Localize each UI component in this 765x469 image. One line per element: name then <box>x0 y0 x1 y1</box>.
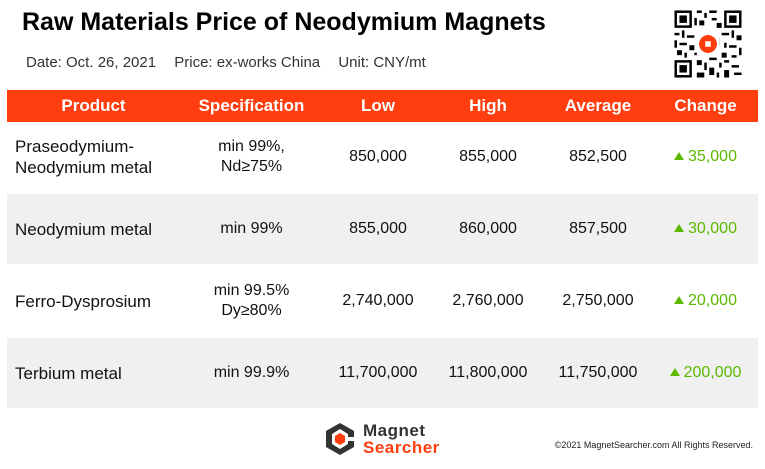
magnet-searcher-logo-icon <box>326 423 355 455</box>
brand-name-line2: Searcher <box>363 438 440 457</box>
change-cell: 200,000 <box>653 337 758 410</box>
change-value: 30,000 <box>688 220 737 237</box>
triangle-up-icon <box>674 152 685 160</box>
product-name-line2: Neodymium metal <box>15 158 152 177</box>
average-price-cell: 852,500 <box>543 122 653 194</box>
product-cell: Neodymium metal <box>7 193 180 266</box>
price-basis: Price: ex-works China <box>174 54 321 71</box>
average-price-cell: 857,500 <box>543 193 653 266</box>
high-price-cell: 2,760,000 <box>433 265 543 338</box>
column-header-specification: Specification <box>180 90 323 122</box>
brand-logo: Magnet Searcher <box>323 422 440 456</box>
spec-cell: min 99.5% Dy≥80% <box>180 265 323 338</box>
spec-line2: Nd≥75% <box>220 158 283 175</box>
product-cell: Praseodymium- Neodymium metal <box>7 122 180 194</box>
triangle-up-icon <box>674 296 685 304</box>
spec-cell: min 99% <box>180 193 323 266</box>
price-unit: Unit: CNY/mt <box>338 54 426 71</box>
price-table: Product Specification Low High Average C… <box>7 90 758 410</box>
change-cell: 35,000 <box>653 122 758 194</box>
spec-line2: Dy≥80% <box>221 302 282 319</box>
copyright-notice: ©2021 MagnetSearcher.com All Rights Rese… <box>554 440 753 450</box>
report-meta: Date: Oct. 26, 2021 Price: ex-works Chin… <box>26 54 440 71</box>
spec-line1: min 99.5% <box>213 282 290 299</box>
product-cell: Terbium metal <box>7 337 180 410</box>
change-cell: 20,000 <box>653 265 758 338</box>
spec-cell: min 99.9% <box>180 337 323 410</box>
product-name-line1: Praseodymium- <box>15 137 135 156</box>
column-header-change: Change <box>653 90 758 122</box>
triangle-up-icon <box>674 224 685 232</box>
spec-line1: min 99%, <box>218 138 285 155</box>
brand-wordmark: Magnet Searcher <box>363 422 440 456</box>
product-cell: Ferro-Dysprosium <box>7 265 180 338</box>
column-header-average: Average <box>543 90 653 122</box>
low-price-cell: 850,000 <box>323 122 433 194</box>
table-row: Praseodymium- Neodymium metal min 99%, Nd≥… <box>7 122 758 194</box>
table-row: Ferro-Dysprosium min 99.5% Dy≥80% 2,740,0… <box>7 265 758 338</box>
spec-cell: min 99%, Nd≥75% <box>180 122 323 194</box>
high-price-cell: 855,000 <box>433 122 543 194</box>
qr-code-icon <box>672 8 744 80</box>
change-value: 35,000 <box>688 148 737 165</box>
page-title: Raw Materials Price of Neodymium Magnets <box>22 8 546 36</box>
change-value: 200,000 <box>683 364 742 381</box>
change-value: 20,000 <box>688 292 737 309</box>
high-price-cell: 860,000 <box>433 193 543 266</box>
report-date: Date: Oct. 26, 2021 <box>26 54 157 71</box>
column-header-high: High <box>433 90 543 122</box>
high-price-cell: 11,800,000 <box>433 337 543 410</box>
brand-name-line1: Magnet <box>363 421 426 440</box>
low-price-cell: 2,740,000 <box>323 265 433 338</box>
column-header-product: Product <box>7 90 180 122</box>
column-header-low: Low <box>323 90 433 122</box>
triangle-up-icon <box>669 368 680 376</box>
change-cell: 30,000 <box>653 193 758 266</box>
low-price-cell: 855,000 <box>323 193 433 266</box>
average-price-cell: 11,750,000 <box>543 337 653 410</box>
table-header-row: Product Specification Low High Average C… <box>7 90 758 122</box>
table-row: Neodymium metal min 99% 855,000 860,000 … <box>7 193 758 266</box>
average-price-cell: 2,750,000 <box>543 265 653 338</box>
low-price-cell: 11,700,000 <box>323 337 433 410</box>
table-row: Terbium metal min 99.9% 11,700,000 11,80… <box>7 337 758 410</box>
